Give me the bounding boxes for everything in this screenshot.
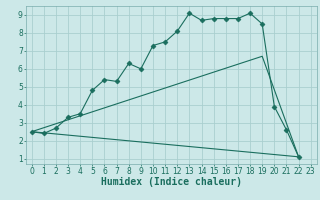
X-axis label: Humidex (Indice chaleur): Humidex (Indice chaleur): [101, 177, 242, 187]
